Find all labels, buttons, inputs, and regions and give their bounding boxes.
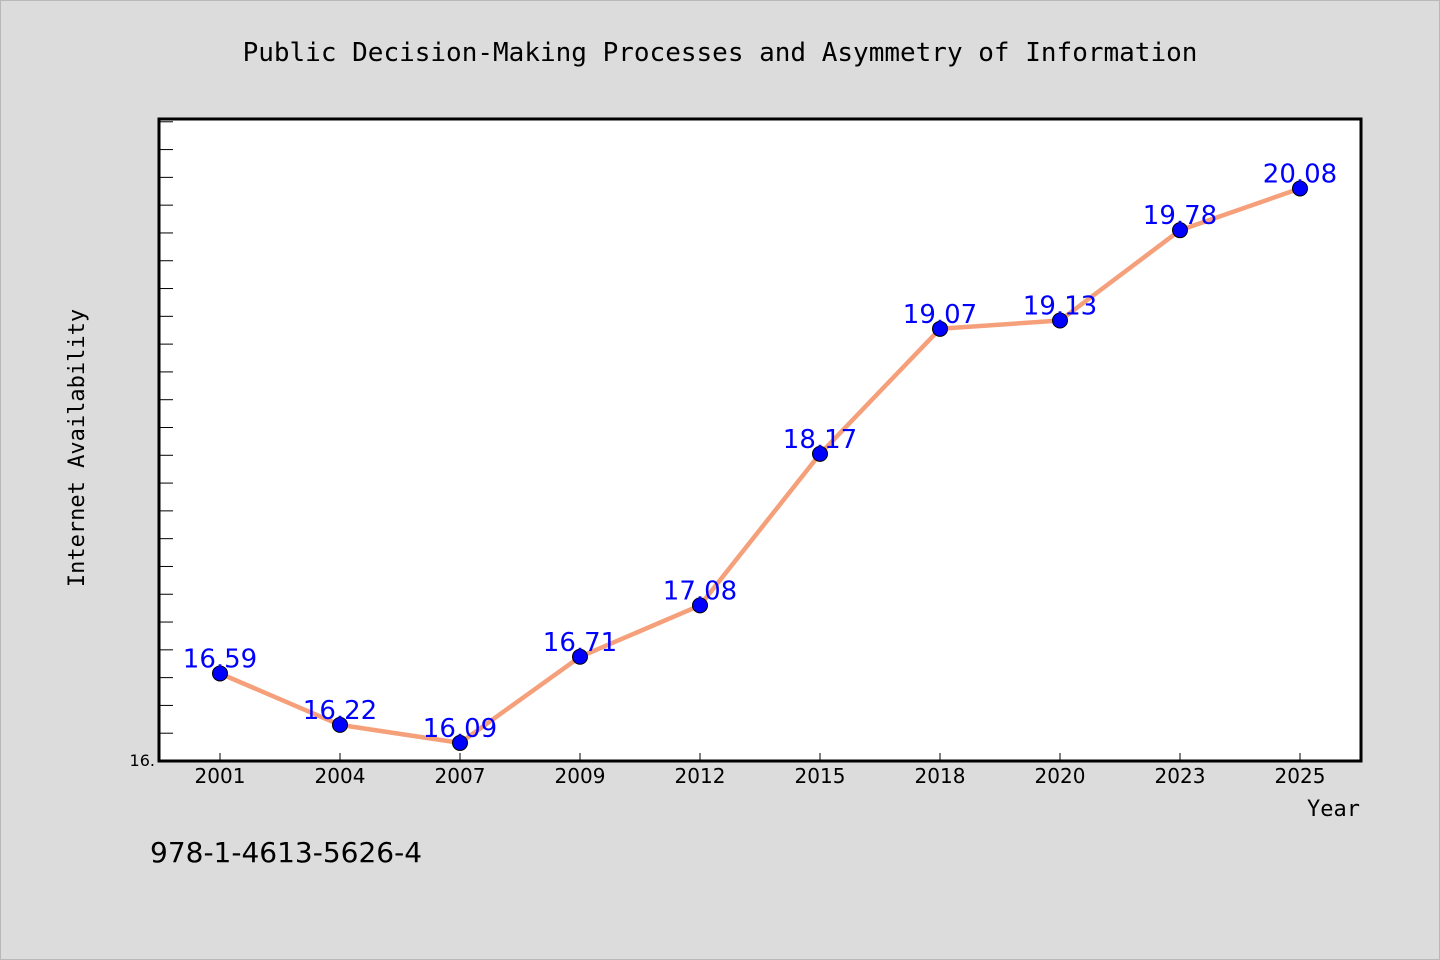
y-axis-label: Internet Availability [65,309,90,587]
data-label: 19.13 [1023,291,1097,321]
x-tick-label: 2025 [1275,764,1326,788]
x-axis-tick-labels: 2001 2004 2007 2009 2012 2015 2018 2020 2023 2025 [195,764,1326,788]
x-tick-label: 2012 [675,764,726,788]
data-points [212,180,1308,751]
x-tick-label: 2001 [195,764,246,788]
data-point [452,734,468,751]
data-point [1172,222,1188,239]
x-axis-ticks [219,753,1301,761]
data-label: 16.09 [423,714,497,744]
data-label: 20.08 [1263,159,1337,189]
data-point [1052,312,1068,329]
data-labels: 16.59 16.22 16.09 16.71 17.08 18.17 19.07 19.13… [183,159,1337,743]
data-point [932,320,948,337]
data-label: 16.71 [543,628,617,658]
data-point [812,445,828,462]
x-tick-label: 2009 [555,764,606,788]
data-point [1292,180,1308,197]
y-axis-ticks [159,121,173,734]
x-tick-label: 2018 [915,764,966,788]
data-label: 16.59 [183,644,257,674]
x-tick-label: 2023 [1155,764,1206,788]
data-point [692,597,708,614]
data-point [332,716,348,733]
data-label: 18.17 [783,425,857,455]
data-label: 19.78 [1143,201,1217,231]
footnote-isbn: 978-1-4613-5626-4 [150,836,422,869]
x-tick-label: 2007 [435,764,486,788]
data-point [212,665,228,682]
x-tick-label: 2004 [315,764,366,788]
y-tick-label: 16. [130,751,155,770]
data-point [572,648,588,665]
x-tick-label: 2015 [795,764,846,788]
data-label: 16.22 [303,696,377,726]
plot-area [157,117,1363,763]
x-axis-label: Year [1307,797,1360,822]
chart-title: Public Decision-Making Processes and Asy… [243,38,1198,68]
data-label: 17.08 [663,576,737,606]
x-tick-label: 2020 [1035,764,1086,788]
data-label: 19.07 [903,300,977,330]
series-line [217,186,1303,746]
